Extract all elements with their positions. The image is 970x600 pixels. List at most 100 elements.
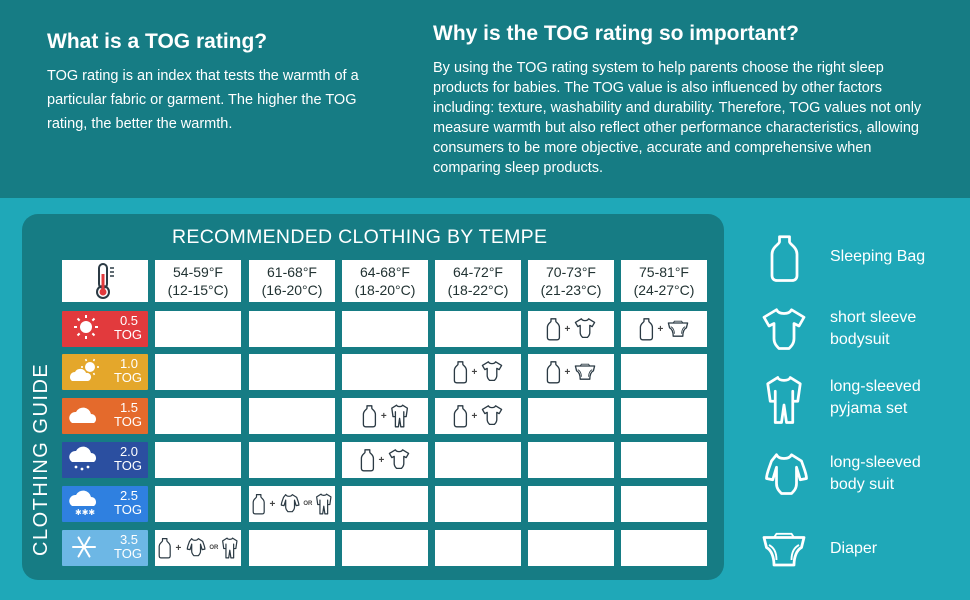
clothing-guide-label: CLOTHING GUIDE [30,362,52,556]
temperature-fahrenheit: 70-73°F [546,264,596,280]
tog-unit: TOG [114,327,142,342]
short-sleeve-bodysuit-icon [387,448,411,472]
temperature-fahrenheit: 64-68°F [360,264,410,280]
column-header-6: 75-81°F (24-27°C) [621,260,707,302]
grid-cell-r3-c3: + [342,398,428,434]
plus-separator: + [378,454,385,466]
temperature-celsius: (18-20°C) [354,282,416,298]
short-sleeve-bodysuit-icon [573,317,597,341]
grid-cell-r5-c6 [621,486,707,522]
intro-section: What is a TOG rating? TOG rating is an i… [0,0,970,198]
tog-unit: TOG [114,458,142,473]
legend-label-diaper: Diaper [830,540,878,557]
tog-unit: TOG [114,370,142,385]
grid-cell-r5-c3 [342,486,428,522]
grid-cell-r2-c6 [621,354,707,390]
what-is-tog-text: TOG rating is an index that tests the wa… [47,68,359,132]
tog-badge-1-5: 1.5 TOG [62,398,148,434]
svg-text:✱✱✱: ✱✱✱ [75,508,95,517]
sun-cloud-icon [70,358,99,381]
long-sleeve-bodysuit-icon [184,537,206,559]
grid-cell-r1-c1 [155,311,241,347]
column-header-1: 54-59°F (12-15°C) [155,260,241,302]
tog-badge-1-0: 1.0 TOG [62,354,148,390]
temperature-celsius: (18-22°C) [447,282,509,298]
or-separator: OR [303,501,313,507]
pyjama-set-icon [315,493,333,515]
temperature-celsius: (24-27°C) [633,282,695,298]
legend-label-short-sleeve-bodysuit: short sleeve bodysuit [830,309,917,348]
grid-cell-r4-c1 [155,442,241,478]
grid-cell-r5-c1 [155,486,241,522]
tog-value: 2.0 [119,444,139,459]
sleeping-bag-icon [157,537,172,559]
grid-cell-r4-c5 [528,442,614,478]
grid-cell-r1-c2 [249,311,335,347]
sleeping-bag-icon [251,493,266,515]
temperature-celsius: (16-20°C) [261,282,323,298]
grid-cell-r3-c6 [621,398,707,434]
rain-cloud-icon [69,446,96,471]
grid-cell-r5-c2: + OR [249,486,335,522]
sleeping-bag-icon [545,317,562,341]
sleeping-bag-icon [452,360,469,384]
grid-cell-r2-c1 [155,354,241,390]
diaper-icon [666,317,690,341]
grid-cell-r1-c6: + [621,311,707,347]
short-sleeve-bodysuit-icon [756,303,812,359]
temperature-celsius: (21-23°C) [540,282,602,298]
sleeping-bag-icon [638,317,655,341]
grid-cell-r4-c6 [621,442,707,478]
plus-separator: + [564,366,571,378]
legend-label-long-sleeve-bodysuit: long-sleeved body suit [830,454,921,493]
tog-value: 1.0 [119,356,139,371]
grid-cell-r6-c6 [621,530,707,566]
plus-separator: + [471,410,478,422]
column-header-2: 61-68°F (16-20°C) [249,260,335,302]
pyjama-set-icon [221,537,239,559]
cloud-icon [69,407,96,423]
table-title: RECOMMENDED CLOTHING BY TEMPE [172,226,548,248]
legend-label-pyjama-set: long-sleeved pyjama set [830,378,921,417]
grid-cell-r2-c4: + [435,354,521,390]
plus-separator: + [269,498,276,510]
sleeping-bag-icon [545,360,562,384]
short-sleeve-bodysuit-icon [480,360,504,384]
pyjama-set-icon [390,404,409,428]
snow-cloud-icon: ✱✱✱ [69,490,96,517]
grid-cell-r6-c2 [249,530,335,566]
grid-cell-r6-c5 [528,530,614,566]
grid-cell-r4-c3: + [342,442,428,478]
clothing-guide-panel: RECOMMENDED CLOTHING BY TEMPE CLOTHING G… [22,214,724,580]
tog-value: 1.5 [119,400,139,415]
snowflake-icon [72,536,96,558]
plus-separator: + [657,323,664,335]
temperature-fahrenheit: 64-72°F [453,264,503,280]
column-header-4: 64-72°F (18-22°C) [435,260,521,302]
thermometer-header-cell [62,260,148,302]
grid-cell-r3-c1 [155,398,241,434]
grid-cell-r3-c4: + [435,398,521,434]
grid-cell-r4-c2 [249,442,335,478]
temperature-celsius: (12-15°C) [167,282,229,298]
column-header-5: 70-73°F (21-23°C) [528,260,614,302]
what-is-tog-heading: What is a TOG rating? [47,30,268,53]
short-sleeve-bodysuit-icon [480,404,504,428]
sun-icon [74,315,98,339]
grid-cell-r4-c4 [435,442,521,478]
why-tog-important-heading: Why is the TOG rating so important? [433,22,799,45]
tog-value: 0.5 [119,313,139,328]
sleeping-bag-icon [756,230,812,286]
plus-separator: + [175,542,182,554]
column-header-3: 64-68°F (18-20°C) [342,260,428,302]
grid-cell-r6-c4 [435,530,521,566]
tog-badge-2-0: 2.0 TOG [62,442,148,478]
grid-cell-r2-c5: + [528,354,614,390]
grid-cell-r2-c2 [249,354,335,390]
grid-cell-r5-c4 [435,486,521,522]
plus-separator: + [380,410,387,422]
grid-cell-r3-c2 [249,398,335,434]
grid-cell-r3-c5 [528,398,614,434]
tog-unit: TOG [114,546,142,561]
diaper-icon [573,360,597,384]
